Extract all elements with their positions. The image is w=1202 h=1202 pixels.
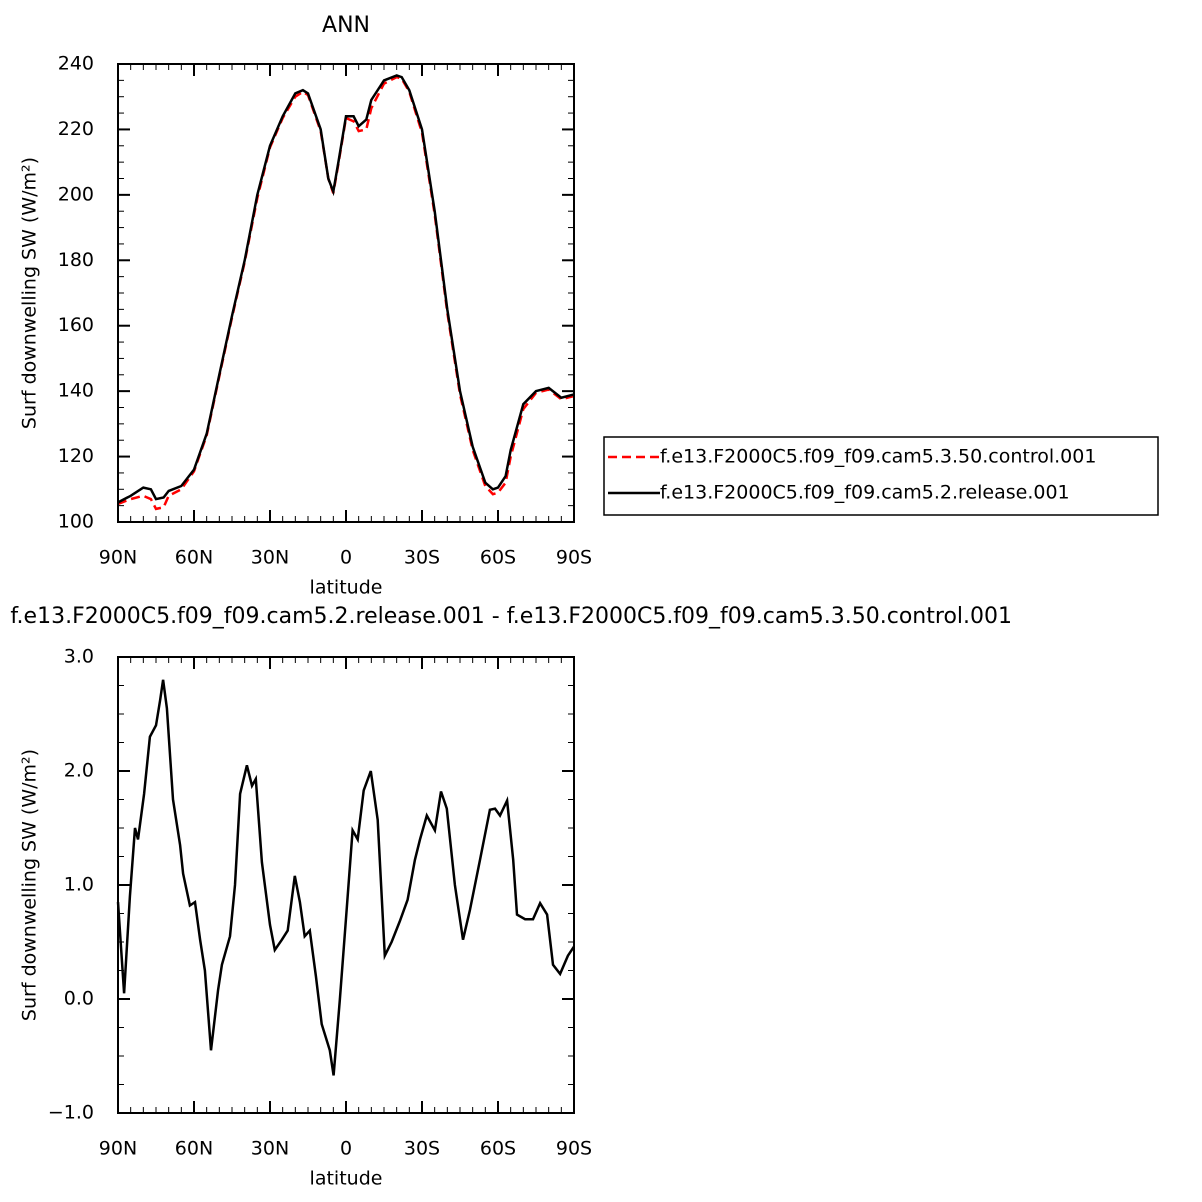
x-tick-label: 90N [99,547,137,569]
x-tick-label: 90S [556,1138,592,1160]
chart-title: f.e13.F2000C5.f09_f09.cam5.2.release.001… [10,604,1012,629]
y-tick-label: −1.0 [48,1102,94,1124]
y-tick-label: 240 [58,53,94,75]
y-tick-label: 160 [58,314,94,336]
x-axis-label: latitude [310,577,383,599]
x-tick-label: 60S [480,547,516,569]
chart-title: ANN [322,13,370,38]
y-axis-label: Surf downwelling SW (W/m²) [19,157,41,429]
x-tick-label: 90N [99,1138,137,1160]
x-tick-label: 30S [404,1138,440,1160]
y-tick-label: 220 [58,118,94,140]
y-tick-label: 3.0 [64,646,94,668]
plot-frame [117,63,575,523]
data-line [117,74,575,504]
x-axis-label: latitude [310,1168,383,1190]
legend-label: f.e13.F2000C5.f09_f09.cam5.2.release.001 [660,482,1070,504]
x-tick-label: 60S [480,1138,516,1160]
y-tick-label: 140 [58,380,94,402]
x-tick-label: 30N [251,547,289,569]
y-tick-label: 180 [58,249,94,271]
x-tick-label: 60N [175,1138,213,1160]
legend-box [603,436,1159,516]
x-tick-label: 60N [175,547,213,569]
x-tick-label: 0 [340,1138,352,1160]
y-tick-label: 2.0 [64,760,94,782]
legend-label: f.e13.F2000C5.f09_f09.cam5.3.50.control.… [660,446,1096,468]
y-tick-label: 100 [58,511,94,533]
x-tick-label: 30S [404,547,440,569]
y-tick-label: 200 [58,183,94,205]
y-tick-label: 1.0 [64,874,94,896]
y-axis-label: Surf downwelling SW (W/m²) [19,749,41,1021]
x-tick-label: 30N [251,1138,289,1160]
data-line [116,679,576,1076]
data-line [117,75,575,511]
y-tick-label: 120 [58,445,94,467]
plot-frame [117,656,575,1114]
x-tick-label: 90S [556,547,592,569]
y-tick-label: 0.0 [64,988,94,1010]
x-tick-label: 0 [340,547,352,569]
